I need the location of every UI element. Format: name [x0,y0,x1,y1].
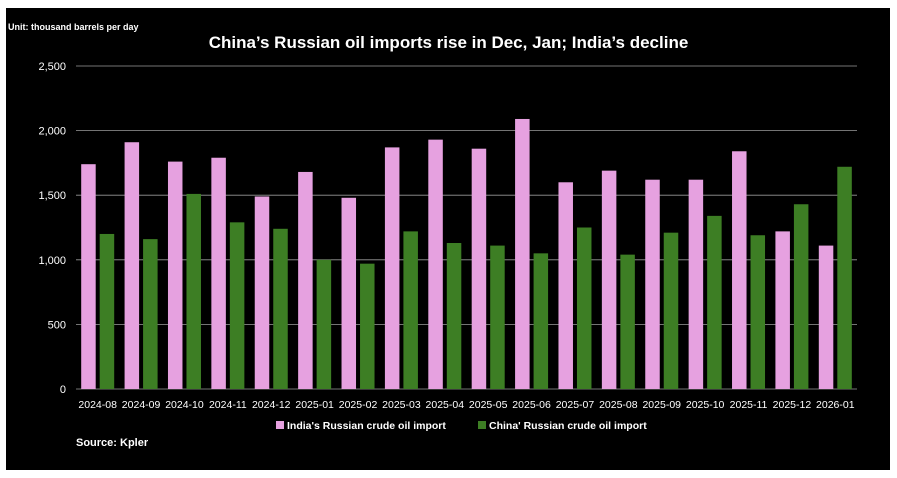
x-tick-label: 2025-01 [295,399,334,411]
bar-china [273,228,288,389]
x-tick-label: 2024-09 [122,399,161,411]
x-tick-label: 2025-05 [469,399,508,411]
bar-india [818,245,834,389]
y-tick-label: 500 [48,319,66,331]
bar-india [688,179,704,389]
bar-china [707,215,722,389]
bar-china [143,239,158,389]
x-tick-label: 2025-11 [730,399,768,411]
x-tick-label: 2025-04 [426,399,465,411]
bar-india [167,161,183,389]
bar-india [384,147,400,389]
bar-china [360,263,375,389]
bar-china [403,231,418,389]
x-tick-label: 2024-12 [252,399,291,411]
bar-china [229,222,245,389]
x-tick-label: 2024-11 [209,399,247,411]
bar-china [446,243,462,389]
x-tick-label: 2025-12 [773,399,812,411]
y-tick-label: 0 [60,384,66,396]
bar-india [601,170,617,389]
x-tick-label: 2025-07 [556,399,595,411]
source-note: Source: Kpler [76,437,149,449]
chart-title: China’s Russian oil imports rise in Dec,… [208,33,689,52]
bar-india [775,231,790,389]
legend-label: India's Russian crude oil import [287,420,446,432]
x-tick-label: 2025-08 [599,399,638,411]
x-tick-label: 2025-02 [339,399,378,411]
bar-india [298,171,313,389]
bar-china [490,245,505,389]
bar-india [515,118,530,390]
x-tick-label: 2025-10 [686,399,725,411]
bar-india [645,179,660,389]
bar-india [254,196,270,389]
bar-china [663,232,679,389]
bar-china [837,166,852,389]
y-tick-label: 1,000 [38,255,66,267]
x-tick-label: 2025-06 [512,399,551,411]
bar-india [341,197,357,389]
x-tick-label: 2024-10 [165,399,204,411]
legend-swatch [276,421,284,429]
bar-china [316,259,332,389]
bar-china [793,204,809,389]
unit-label: Unit: thousand barrels per day [8,22,139,32]
bar-china [620,254,635,389]
legend-label: China' Russian crude oil import [489,420,647,432]
bar-china [99,233,115,389]
bar-china [186,193,201,389]
bar-india [558,182,573,389]
bar-india [428,139,443,389]
bar-india [471,148,487,389]
bar-india [732,151,747,389]
bar-india [211,157,226,389]
x-tick-label: 2024-08 [78,399,117,411]
x-tick-label: 2026-01 [816,399,855,411]
y-tick-label: 2,000 [38,126,66,138]
y-tick-label: 2,500 [38,61,66,73]
y-tick-label: 1,500 [38,190,66,202]
bar-china [750,235,766,389]
bar-india [124,142,140,389]
bar-china [533,253,549,389]
x-tick-label: 2025-03 [382,399,421,411]
x-tick-label: 2025-09 [642,399,681,411]
bar-china [576,227,592,389]
legend-swatch [478,421,486,429]
bar-india [81,164,96,389]
